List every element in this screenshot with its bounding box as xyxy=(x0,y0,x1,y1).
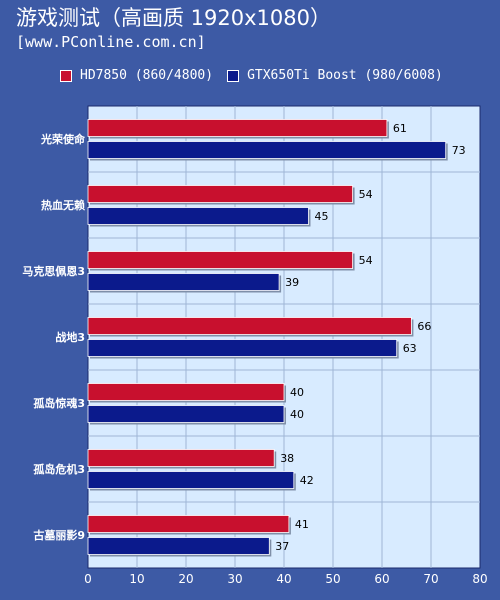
x-tick-label: 0 xyxy=(84,572,92,586)
category-label: 战地3 xyxy=(55,330,85,344)
bar-value-label: 40 xyxy=(290,408,304,421)
bar xyxy=(87,515,290,533)
bar-value-label: 61 xyxy=(393,122,407,135)
legend: HD7850 (860/4800) GTX650Ti Boost (980/60… xyxy=(60,68,443,83)
bar-value-label: 63 xyxy=(403,342,417,355)
bar-value-label: 38 xyxy=(280,452,294,465)
legend-swatch-gtx650ti xyxy=(227,69,240,82)
bar xyxy=(87,383,285,401)
category-label: 马克思佩恩3 xyxy=(22,264,85,278)
bar xyxy=(87,471,295,489)
x-tick-label: 20 xyxy=(178,572,193,586)
bar xyxy=(87,537,270,555)
bar-value-label: 54 xyxy=(359,254,373,267)
bar-value-label: 42 xyxy=(300,474,314,487)
bar-value-label: 39 xyxy=(285,276,299,289)
bar-value-label: 45 xyxy=(315,210,329,223)
bar-value-label: 73 xyxy=(452,144,466,157)
x-tick-label: 60 xyxy=(374,572,389,586)
bar xyxy=(87,185,354,203)
bar xyxy=(87,273,280,291)
bar xyxy=(87,449,275,467)
x-tick-label: 80 xyxy=(472,572,487,586)
bar xyxy=(87,317,412,335)
x-tick-label: 50 xyxy=(325,572,340,586)
category-label: 孤岛危机3 xyxy=(33,462,85,476)
bar xyxy=(87,207,309,225)
category-label: 孤岛惊魂3 xyxy=(33,396,85,410)
x-tick-label: 30 xyxy=(227,572,242,586)
category-label: 古墓丽影9 xyxy=(33,528,85,542)
bar xyxy=(87,339,398,357)
legend-label-hd7850: HD7850 (860/4800) xyxy=(80,68,214,83)
bar-value-label: 40 xyxy=(290,386,304,399)
bar-value-label: 41 xyxy=(295,518,309,531)
legend-label-gtx650ti: GTX650Ti Boost (980/6008) xyxy=(247,68,443,83)
bar xyxy=(87,405,285,423)
x-tick-label: 70 xyxy=(423,572,438,586)
category-label: 光荣使命 xyxy=(40,132,86,146)
bar xyxy=(87,119,388,137)
legend-swatch-hd7850 xyxy=(60,69,72,82)
bar xyxy=(87,141,447,159)
category-label: 热血无赖 xyxy=(41,198,85,212)
bar-value-label: 37 xyxy=(275,540,289,553)
x-tick-label: 10 xyxy=(129,572,144,586)
bar xyxy=(87,251,354,269)
chart-title: 游戏测试（高画质 1920x1080） xyxy=(16,6,331,30)
chart-subtitle: [www.PConline.com.cn] xyxy=(16,33,206,51)
legend-item-gtx650ti: GTX650Ti Boost (980/6008) xyxy=(227,68,443,83)
legend-item-hd7850: HD7850 (860/4800) xyxy=(60,68,213,83)
bar-value-label: 54 xyxy=(359,188,373,201)
bar-value-label: 66 xyxy=(417,320,431,333)
x-tick-label: 40 xyxy=(276,572,291,586)
